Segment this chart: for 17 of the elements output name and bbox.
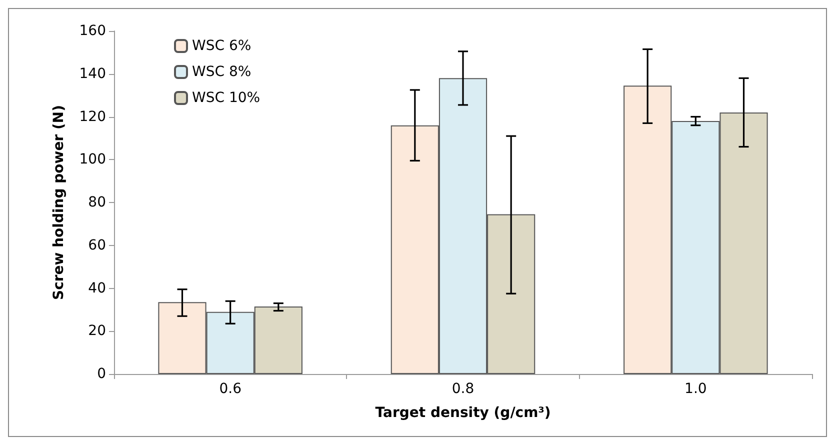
x-tick-label: 1.0 (684, 381, 707, 397)
x-axis-title: Target density (g/cm³) (375, 405, 551, 421)
x-tick-label: 0.8 (452, 381, 474, 397)
y-tick-label: 60 (88, 237, 106, 254)
x-tick-label: 0.6 (219, 381, 242, 397)
y-axis-title: Screw holding power (N) (51, 104, 67, 300)
legend-label: WSC 10% (192, 90, 260, 106)
y-tick-label: 40 (88, 280, 106, 296)
y-tick-label: 0 (97, 366, 106, 382)
y-tick-label: 120 (79, 108, 106, 125)
y-tick-label: 80 (88, 194, 106, 210)
y-tick-label: 20 (88, 323, 106, 340)
legend-label: WSC 6% (192, 38, 252, 54)
y-tick-label: 100 (79, 152, 106, 168)
y-tick-label: 160 (79, 23, 106, 39)
legend-label: WSC 8% (192, 64, 252, 80)
y-tick-label: 140 (79, 66, 106, 82)
